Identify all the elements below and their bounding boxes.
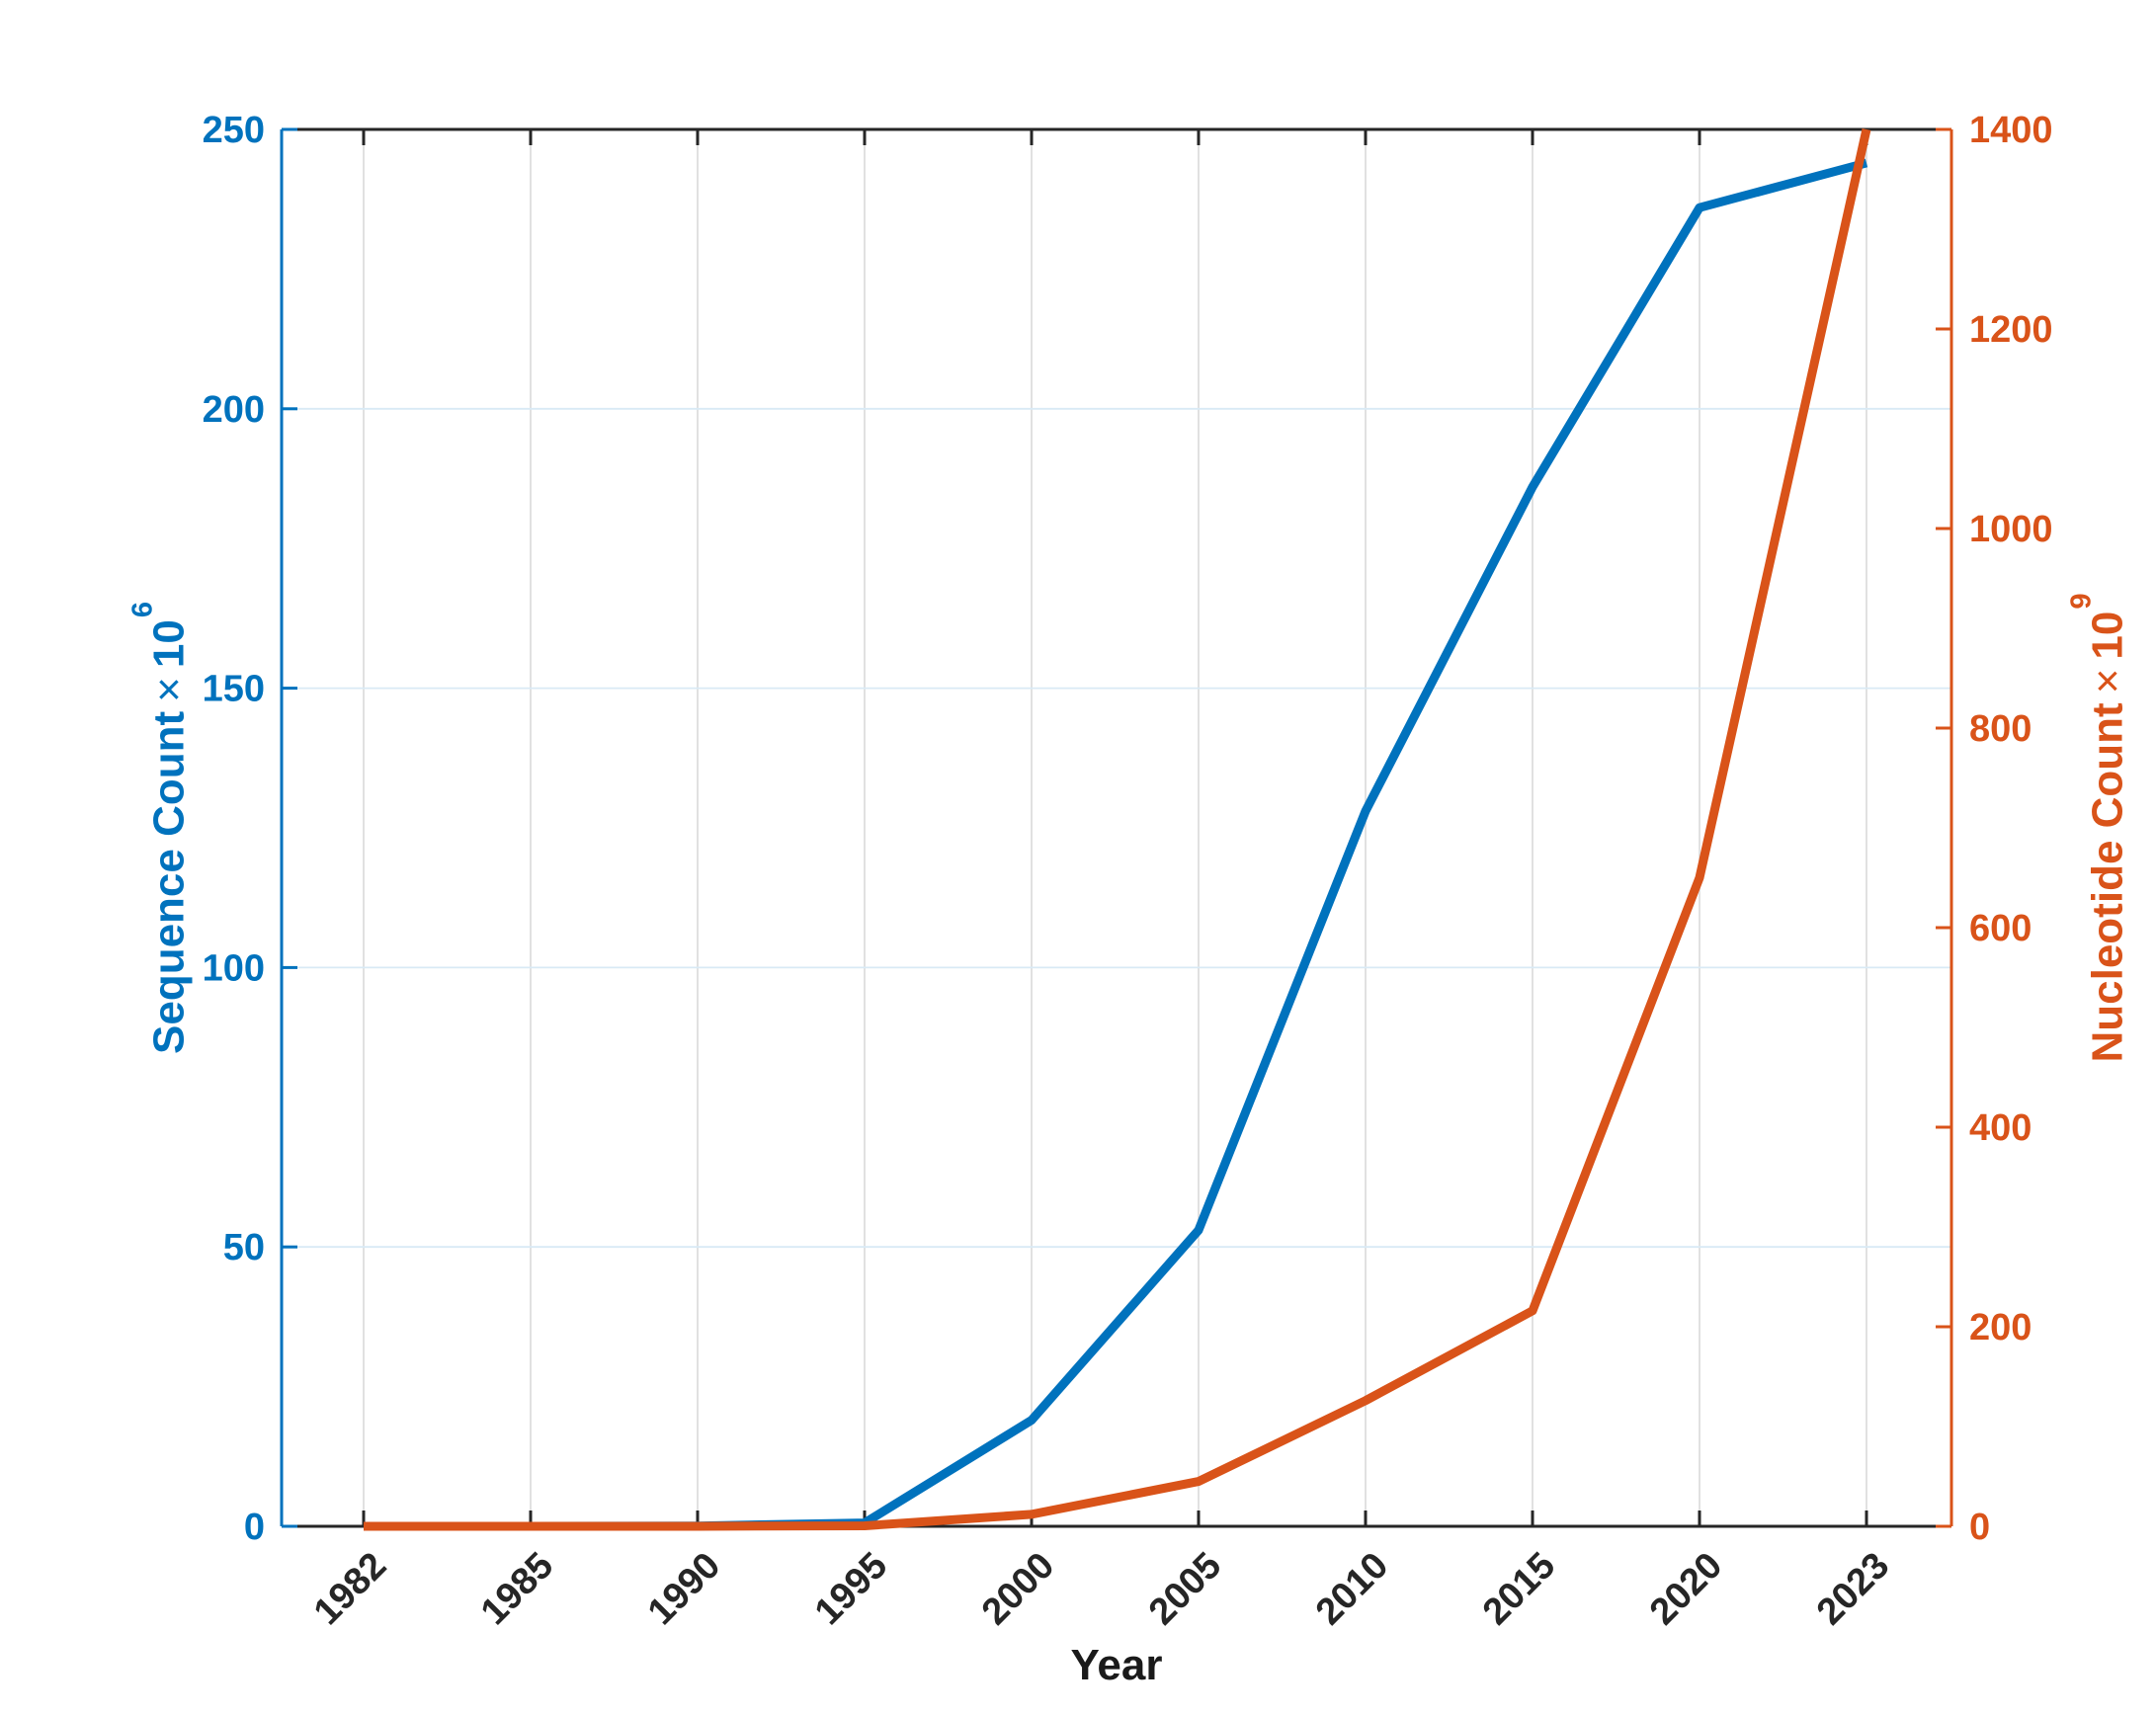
series-line-nucleotide-count bbox=[364, 128, 1871, 1531]
y-left-tick-label: 100 bbox=[203, 947, 265, 989]
left-axis-title-text: Sequence Count bbox=[144, 710, 194, 1054]
y-left-tick-label: 250 bbox=[203, 110, 265, 151]
series-line-sequence-count bbox=[364, 158, 1868, 1531]
right-axis-title: Nucleotide Count × 109 bbox=[2066, 593, 2132, 1063]
x-tick-label: 2023 bbox=[1809, 1545, 1897, 1633]
y-right-tick-label: 800 bbox=[1969, 708, 2032, 750]
x-tick-label: 2000 bbox=[974, 1545, 1062, 1633]
x-tick-label: 1995 bbox=[807, 1545, 895, 1633]
multiplication-sign: × bbox=[144, 677, 194, 702]
left-axis-exponent: 6 bbox=[126, 602, 159, 618]
y-left-tick-label: 0 bbox=[244, 1507, 265, 1548]
left-axis-title: Sequence Count × 106 bbox=[127, 602, 194, 1054]
x-tick-label: 2020 bbox=[1642, 1545, 1730, 1633]
right-axis-exponent: 9 bbox=[2065, 593, 2098, 610]
x-tick-label: 2005 bbox=[1141, 1545, 1229, 1633]
x-tick-label: 2015 bbox=[1475, 1545, 1563, 1633]
x-tick-label: 2010 bbox=[1308, 1545, 1396, 1633]
y-right-tick-label: 600 bbox=[1969, 908, 2032, 949]
right-axis-base: 10 bbox=[2083, 611, 2132, 660]
y-right-tick-label: 1000 bbox=[1969, 509, 2053, 550]
multiplication-sign: × bbox=[2083, 668, 2132, 694]
y-left-tick-label: 150 bbox=[203, 669, 265, 710]
y-right-tick-label: 400 bbox=[1969, 1107, 2032, 1149]
left-axis-base: 10 bbox=[144, 619, 194, 669]
right-axis-title-text: Nucleotide Count bbox=[2083, 702, 2132, 1063]
x-tick-label: 1982 bbox=[306, 1545, 394, 1633]
y-right-tick-label: 1400 bbox=[1969, 110, 2053, 151]
y-left-tick-label: 200 bbox=[203, 389, 265, 431]
x-axis-title-text: Year bbox=[1070, 1641, 1163, 1689]
x-tick-label: 1985 bbox=[473, 1545, 561, 1633]
x-tick-label: 1990 bbox=[640, 1545, 728, 1633]
y-left-tick-label: 50 bbox=[223, 1227, 265, 1268]
y-right-tick-label: 200 bbox=[1969, 1307, 2032, 1348]
x-axis-title: Year bbox=[1071, 1644, 1163, 1687]
y-right-tick-label: 1200 bbox=[1969, 309, 2053, 351]
y-right-tick-label: 0 bbox=[1969, 1507, 1990, 1548]
